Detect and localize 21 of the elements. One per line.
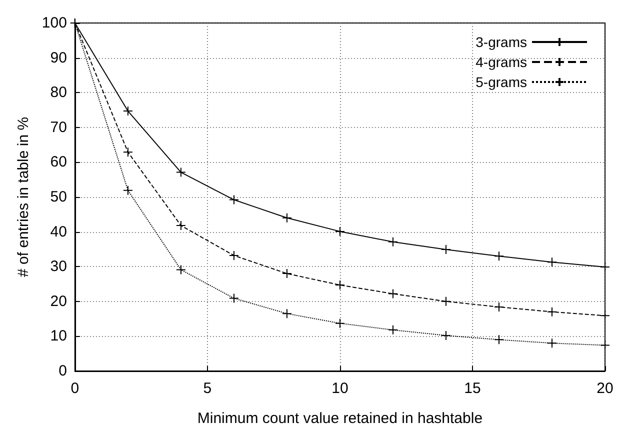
y-tick-label: 0: [58, 362, 67, 380]
y-tick-label: 70: [50, 118, 67, 136]
x-tick-label: 5: [203, 380, 212, 397]
y-tick-label: 100: [42, 14, 67, 32]
x-tick-label: 0: [70, 380, 80, 397]
legend-label: 5-grams: [476, 74, 527, 90]
legend-label: 4-grams: [476, 54, 527, 70]
legend-label: 3-grams: [476, 34, 527, 50]
y-tick-label: 30: [50, 258, 67, 276]
x-tick-label: 20: [596, 380, 614, 397]
y-tick-label: 10: [50, 328, 67, 345]
x-axis-title: Minimum count value retained in hashtable: [197, 410, 483, 427]
y-tick-label: 80: [50, 84, 67, 102]
y-tick-label: 90: [50, 49, 67, 66]
y-tick-label: 60: [50, 154, 67, 171]
x-tick-label: 15: [464, 380, 481, 397]
y-tick-label: 20: [50, 292, 67, 310]
y-tick-label: 40: [50, 223, 67, 240]
x-tick-label: 10: [332, 380, 348, 397]
y-axis-title: # of entries in table in %: [15, 116, 32, 278]
y-tick-label: 50: [50, 188, 67, 206]
